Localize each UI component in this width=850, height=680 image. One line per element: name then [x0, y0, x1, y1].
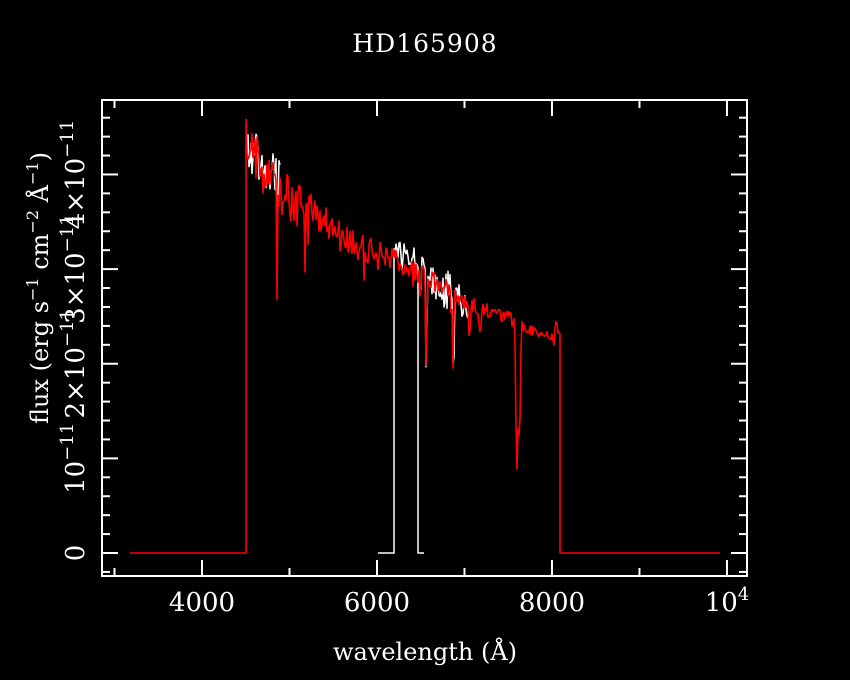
y-tick-label: 2×10−11 — [57, 309, 91, 418]
y-axis-label: flux (erg s−1 cm−2 Å−1) — [23, 152, 54, 424]
y-tick-label: 0 — [61, 545, 91, 562]
y-axis-label-text: flux (erg s−1 cm−2 Å−1) — [23, 152, 54, 424]
spectra — [130, 118, 721, 554]
x-tick-label: 4000 — [169, 588, 235, 618]
frame-rect — [101, 99, 748, 577]
x-tick-label: 6000 — [344, 588, 410, 618]
underlay-spectrum-white-1 — [420, 256, 469, 368]
plot-title: HD165908 — [352, 29, 497, 58]
axes-frame — [101, 99, 748, 577]
x-axis-label: wavelength (Å) — [333, 637, 517, 666]
observed-spectrum-red — [130, 118, 721, 554]
x-tick-label: 104 — [705, 584, 750, 618]
x-tick-label: 8000 — [519, 588, 585, 618]
y-tick-label: 4×10−11 — [57, 120, 91, 229]
y-tick-label: 3×10−11 — [57, 214, 91, 323]
x-tick-labels: 4000 6000 8000 104 — [169, 584, 749, 618]
y-tick-label: 10−11 — [57, 423, 91, 494]
y-tick-labels: 0 10−11 2×10−113×10−114×10−11 — [57, 120, 91, 562]
